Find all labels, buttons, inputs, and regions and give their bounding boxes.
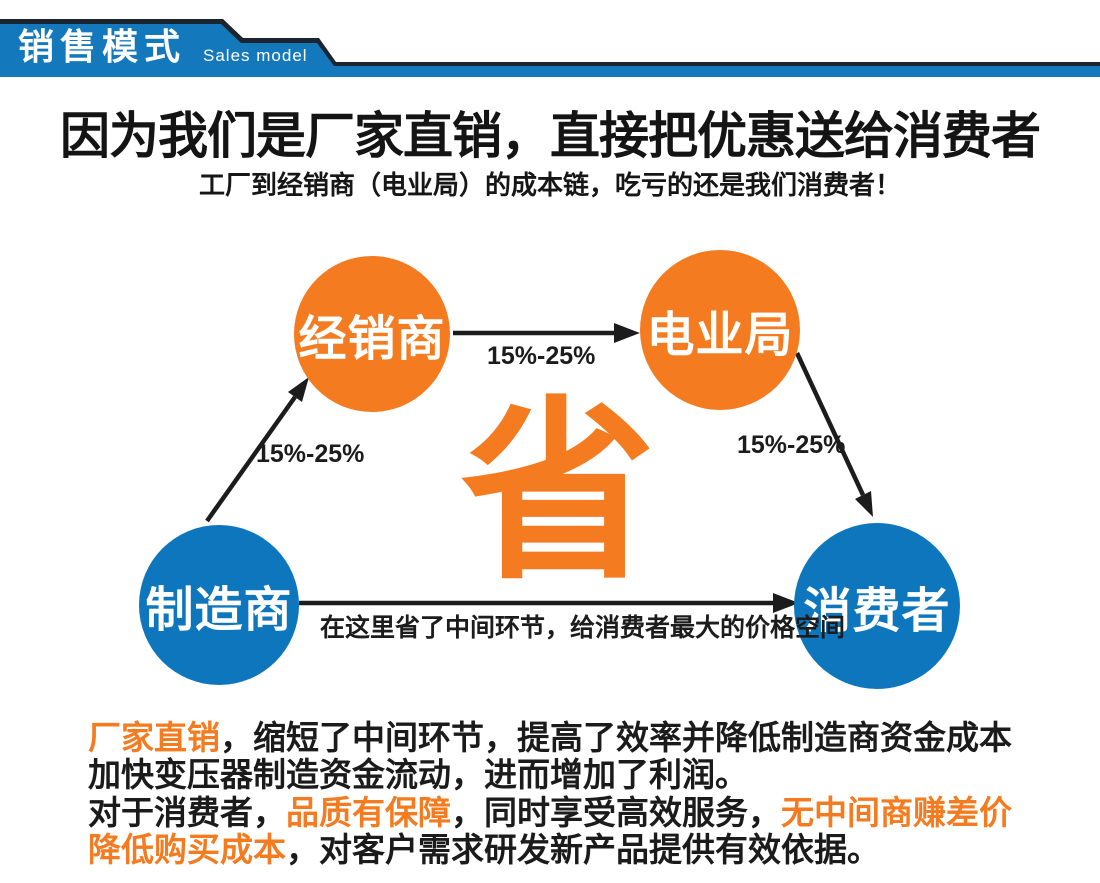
highlight-lower-cost: 降低购买成本 xyxy=(88,831,286,868)
paragraph-consumer-benefit: 对于消费者，品质有保障，同时享受高效服务，无中间商赚差价 降低购买成本，对客户需… xyxy=(88,794,1048,868)
node-dealer: 经销商 xyxy=(294,256,450,412)
pct-label-left: 15%-25% xyxy=(256,440,365,468)
node-manufacturer: 制造商 xyxy=(139,525,299,685)
paragraph-2-text-1: 对于消费者， xyxy=(88,794,286,831)
node-consumer-label: 消费者 xyxy=(803,585,951,638)
highlight-factory-direct: 厂家直销 xyxy=(88,719,220,756)
paragraph-1-text: ，缩短了中间环节，提高了效率并降低制造商资金成本 xyxy=(220,719,1012,756)
bottom-arrow-label: 在这里省了中间环节，给消费者最大的价格空间 xyxy=(320,614,846,642)
banner-subtitle: Sales model xyxy=(203,46,308,65)
page-title: 因为我们是厂家直销，直接把优惠送给消费者 xyxy=(60,108,1041,164)
node-dealer-label: 经销商 xyxy=(298,313,446,366)
paragraph-1-line-2: 加快变压器制造资金流动，进而增加了利润。 xyxy=(88,756,748,793)
paragraph-2-text-3: ，对客户需求研发新产品提供有效依据。 xyxy=(286,831,880,868)
banner-title: 销售模式 xyxy=(18,26,187,67)
paragraph-2-text-2: ，同时享受高效服务， xyxy=(451,794,781,831)
ribbon-banner-shape xyxy=(0,19,1100,77)
pct-label-right: 15%-25% xyxy=(737,431,846,459)
pct-label-top: 15%-25% xyxy=(487,342,596,370)
highlight-no-middleman: 无中间商赚差价 xyxy=(781,794,1012,831)
node-power-bureau: 电业局 xyxy=(640,250,800,410)
save-character: 省 xyxy=(460,384,656,602)
node-manufacturer-label: 制造商 xyxy=(145,584,293,637)
paragraph-factory-direct: 厂家直销，缩短了中间环节，提高了效率并降低制造商资金成本 加快变压器制造资金流动… xyxy=(88,719,1048,793)
highlight-quality-guarantee: 品质有保障 xyxy=(286,794,451,831)
node-power-bureau-label: 电业局 xyxy=(646,309,794,362)
node-consumer: 消费者 xyxy=(794,523,960,689)
page-subtitle: 工厂到经销商（电业局）的成本链，吃亏的还是我们消费者！ xyxy=(198,170,901,200)
